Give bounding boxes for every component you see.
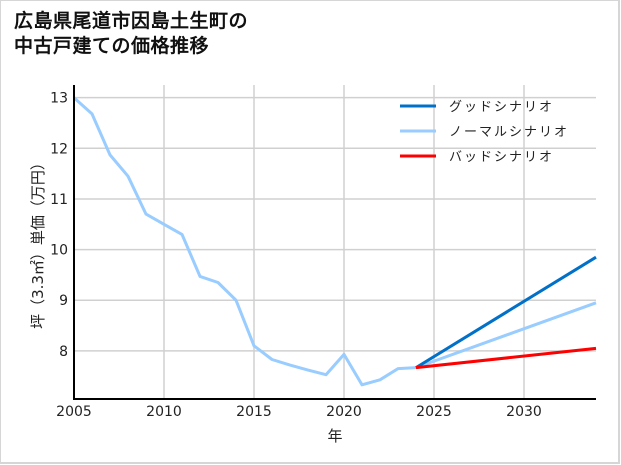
y-tick-label: 9 xyxy=(59,293,68,309)
x-tick-label: 2010 xyxy=(146,404,182,420)
chart-title: 広島県尾道市因島土生町の 中古戸建ての価格推移 xyxy=(14,9,248,59)
series-lines xyxy=(72,96,597,387)
y-tick-label: 12 xyxy=(50,141,68,157)
x-tick-label: 2015 xyxy=(236,404,272,420)
x-tick-label: 2030 xyxy=(506,404,542,420)
series-line xyxy=(415,346,597,370)
x-axis-label: 年 xyxy=(327,427,342,445)
legend-label: グッドシナリオ xyxy=(449,100,554,115)
legend-label: バッドシナリオ xyxy=(449,150,554,165)
x-tick-label: 2025 xyxy=(416,404,452,420)
y-tick-label: 13 xyxy=(50,91,68,107)
gridlines xyxy=(73,85,596,399)
y-axis-label: 坪（3.3㎡）単価（万円） xyxy=(29,155,47,329)
tick-labels: 2005 2010 2015 2020 2025 2030 8 9 10 11 12 13 xyxy=(50,91,542,420)
x-tick-label: 2005 xyxy=(56,404,92,420)
chart-title-line1: 広島県尾道市因島土生町の xyxy=(14,10,249,32)
chart-title-line2: 中古戸建ての価格推移 xyxy=(14,35,210,57)
x-tick-label: 2020 xyxy=(326,404,362,420)
y-tick-label: 8 xyxy=(59,344,68,360)
series-line xyxy=(415,255,597,369)
axes xyxy=(73,85,596,400)
series-line xyxy=(72,96,597,387)
y-tick-label: 11 xyxy=(50,192,68,208)
legend-label: ノーマルシナリオ xyxy=(449,125,569,140)
y-tick-label: 10 xyxy=(50,243,68,259)
